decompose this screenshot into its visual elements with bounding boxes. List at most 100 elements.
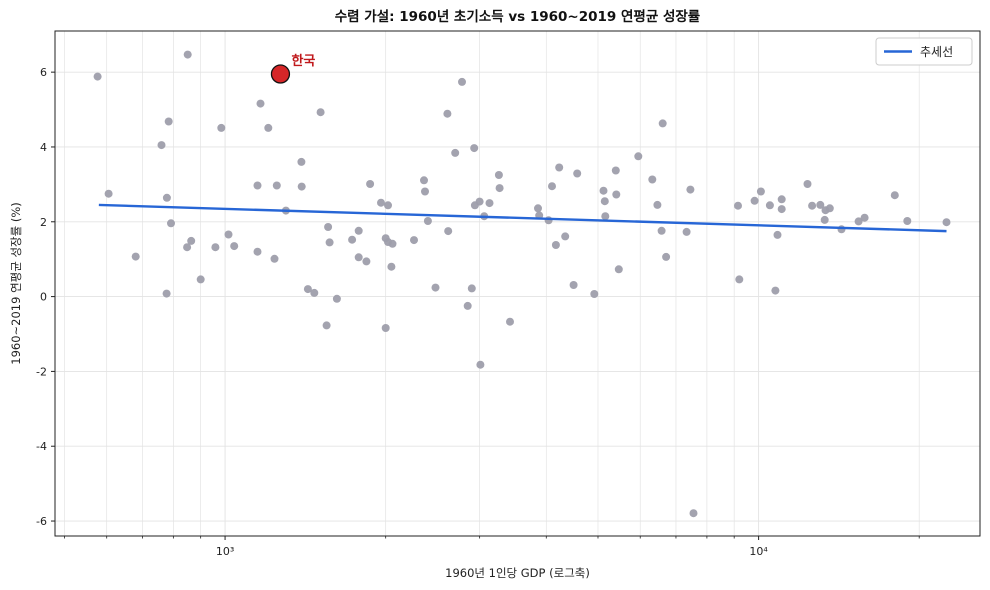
scatter-point bbox=[272, 181, 281, 190]
legend: 추세선 bbox=[875, 37, 973, 66]
scatter-point bbox=[662, 252, 671, 261]
scatter-point bbox=[860, 213, 869, 222]
scatter-point bbox=[297, 157, 306, 166]
scatter-point bbox=[253, 181, 262, 190]
scatter-point bbox=[316, 108, 325, 117]
scatter-point bbox=[463, 301, 472, 310]
scatter-point bbox=[362, 257, 371, 266]
scatter-point bbox=[253, 247, 262, 256]
scatter-point bbox=[816, 200, 825, 209]
scatter-point bbox=[187, 236, 196, 245]
scatter-point bbox=[420, 176, 428, 185]
scatter-point bbox=[601, 212, 610, 221]
scatter-point bbox=[451, 148, 460, 157]
y-tick-label: 6 bbox=[40, 66, 47, 79]
legend-label: 추세선 bbox=[920, 45, 953, 59]
scatter-point bbox=[837, 225, 846, 234]
scatter-point bbox=[310, 288, 319, 297]
scatter-point bbox=[444, 227, 453, 236]
scatter-point bbox=[332, 294, 341, 303]
scatter-point bbox=[750, 196, 759, 205]
y-tick-label: 4 bbox=[40, 141, 47, 154]
scatter-point bbox=[303, 285, 312, 294]
scatter-point bbox=[443, 109, 452, 118]
scatter-point bbox=[264, 123, 273, 132]
scatter-point bbox=[421, 187, 429, 196]
scatter-point bbox=[217, 123, 226, 132]
highlight-point bbox=[270, 64, 291, 84]
scatter-point bbox=[167, 219, 175, 228]
scatter-point bbox=[942, 218, 951, 227]
scatter-point bbox=[903, 217, 912, 225]
scatter-point bbox=[366, 180, 375, 188]
scatter-point bbox=[224, 230, 233, 239]
y-tick-label: -6 bbox=[36, 515, 47, 528]
scatter-point bbox=[808, 201, 817, 210]
scatter-point bbox=[388, 239, 397, 248]
scatter-point bbox=[506, 317, 514, 326]
scatter-point bbox=[384, 201, 392, 210]
scatter-point bbox=[682, 227, 691, 236]
grid bbox=[55, 31, 980, 536]
scatter-point bbox=[854, 217, 863, 226]
scatter-point bbox=[131, 252, 140, 261]
highlight-label: 한국 bbox=[291, 53, 315, 69]
scatter-point bbox=[634, 152, 643, 161]
plot-background bbox=[55, 31, 980, 536]
y-tick-label: -4 bbox=[36, 440, 47, 453]
scatter-point bbox=[183, 243, 192, 252]
scatter-point bbox=[765, 201, 774, 210]
legend-box bbox=[875, 37, 973, 66]
scatter-point bbox=[648, 175, 657, 184]
x-tick-label: 10⁴ bbox=[749, 545, 768, 558]
scatter-points bbox=[93, 50, 951, 518]
scatter-point bbox=[689, 509, 698, 518]
highlight-layer: 한국 bbox=[270, 53, 315, 84]
scatter-point bbox=[544, 216, 553, 225]
scatter-point bbox=[183, 50, 192, 59]
scatter-point bbox=[777, 205, 786, 214]
scatter-point bbox=[164, 117, 173, 126]
y-tick-label: -2 bbox=[36, 365, 47, 378]
scatter-point bbox=[495, 184, 504, 193]
trendline-layer bbox=[98, 203, 947, 233]
scatter-point bbox=[485, 199, 494, 208]
scatter-point bbox=[573, 169, 582, 178]
scatter-point bbox=[467, 284, 476, 293]
scatter-point bbox=[599, 186, 608, 195]
scatter-point bbox=[470, 144, 479, 153]
scatter-point bbox=[348, 235, 357, 244]
scatter-point bbox=[820, 215, 829, 224]
scatter-point bbox=[771, 286, 780, 295]
y-axis-label: 1960~2019 연평균 성장률 (%) bbox=[9, 202, 23, 365]
scatter-point bbox=[735, 275, 744, 284]
scatter-point bbox=[611, 166, 620, 175]
scatter-point bbox=[354, 253, 363, 262]
scatter-point bbox=[458, 77, 466, 86]
scatter-point bbox=[773, 230, 782, 239]
scatter-point bbox=[230, 242, 239, 251]
scatter-point bbox=[534, 204, 542, 213]
scatter-point bbox=[614, 265, 623, 274]
scatter-point bbox=[297, 182, 306, 191]
scatter-point bbox=[211, 243, 220, 252]
scatter-point bbox=[162, 289, 171, 298]
scatter-point bbox=[381, 324, 390, 332]
scatter-point bbox=[196, 275, 205, 284]
scatter-point bbox=[387, 262, 396, 271]
scatter-point bbox=[324, 223, 333, 231]
scatter-point bbox=[354, 226, 363, 235]
x-tick-label: 10³ bbox=[216, 545, 234, 558]
scatter-point bbox=[653, 200, 662, 209]
scatter-point bbox=[494, 171, 503, 179]
scatter-point bbox=[475, 197, 484, 206]
scatter-point bbox=[270, 254, 279, 263]
scatter-point bbox=[612, 190, 621, 199]
scatter-point bbox=[569, 281, 578, 289]
y-tick-label: 0 bbox=[40, 291, 47, 304]
scatter-point bbox=[162, 193, 171, 202]
scatter-point bbox=[157, 141, 166, 150]
scatter-point bbox=[104, 189, 113, 198]
plot-frame bbox=[54, 30, 981, 537]
